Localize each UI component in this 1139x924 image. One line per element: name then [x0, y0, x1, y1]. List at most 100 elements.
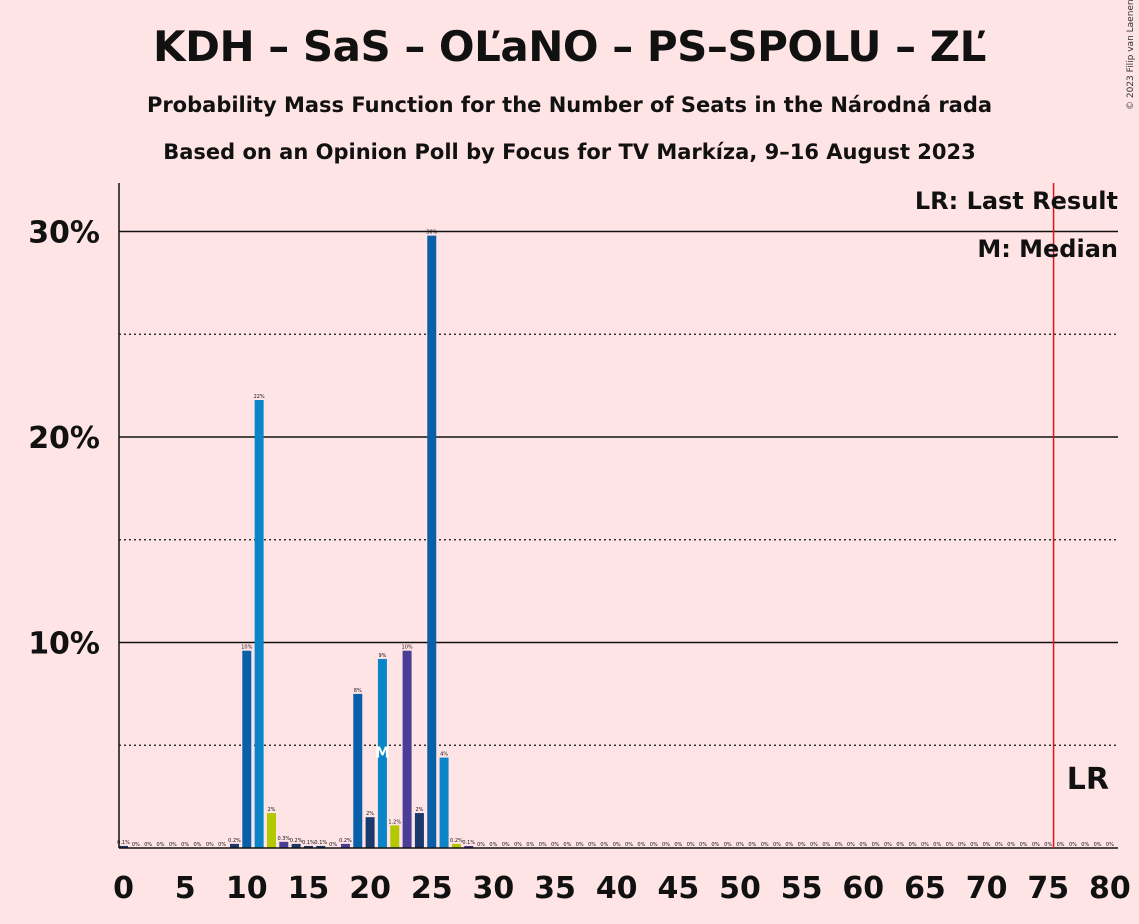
bar-value-label: 2% — [267, 807, 275, 813]
bar-value-label: 0% — [798, 842, 806, 848]
bar — [279, 841, 289, 848]
bar-value-label: 0% — [1020, 842, 1028, 848]
x-tick-label: 20 — [349, 871, 391, 906]
bar-value-label: 2% — [366, 811, 374, 817]
bar-value-label: 0% — [551, 842, 559, 848]
x-tick-label: 50 — [719, 871, 761, 906]
bar-value-label: 10% — [402, 645, 413, 651]
bar-value-label: 0% — [169, 842, 177, 848]
bar — [390, 825, 400, 848]
bar — [451, 843, 461, 848]
bar-value-label: 0% — [921, 842, 929, 848]
bar-value-label: 0.1% — [462, 840, 475, 846]
bar-value-label: 0% — [181, 842, 189, 848]
markers-group: LR M — [375, 183, 1109, 848]
bar-value-label: 0% — [526, 842, 534, 848]
bar-value-label: 8% — [354, 688, 362, 694]
bar-value-label: 0.2% — [339, 838, 352, 844]
bar-value-label: 0% — [687, 842, 695, 848]
bar-value-label: 0% — [859, 842, 867, 848]
bar — [427, 235, 437, 849]
bar-value-label: 0% — [477, 842, 485, 848]
bar-value-label: 0% — [810, 842, 818, 848]
bar-value-label: 0.2% — [450, 838, 463, 844]
bar-value-label: 0% — [1057, 842, 1065, 848]
axes-group — [118, 183, 1118, 849]
bar-value-label: 0% — [218, 842, 226, 848]
bar-value-label: 1.2% — [388, 819, 401, 825]
last-result-marker: LR — [1067, 762, 1109, 797]
bar — [439, 757, 449, 848]
x-tick-label: 65 — [904, 871, 946, 906]
bar-value-label: 0% — [884, 842, 892, 848]
bar-value-label: 10% — [241, 645, 252, 651]
bar — [229, 843, 239, 848]
bar-value-label: 0% — [1069, 842, 1077, 848]
bar-value-label: 0% — [785, 842, 793, 848]
bar-labels-group: 0.1% 0% 0% 0% 0% 0% 0% 0% 0%0.2%10%22%2%0.3% 0.2%… — [117, 230, 1114, 848]
y-tick-label: 20% — [28, 421, 100, 456]
x-tick-label: 75 — [1027, 871, 1069, 906]
bar — [377, 658, 387, 848]
bar-value-label: 0% — [822, 842, 830, 848]
bar-value-label: 0% — [995, 842, 1003, 848]
bar-value-label: 0% — [650, 842, 658, 848]
gridlines — [119, 230, 1118, 746]
x-tick-label: 5 — [175, 871, 196, 906]
bar-value-label: 0% — [835, 842, 843, 848]
bar-value-label: 0% — [132, 842, 140, 848]
bar — [266, 813, 276, 848]
bar-value-label: 0% — [711, 842, 719, 848]
bar-value-label: 0% — [625, 842, 633, 848]
bar-value-label: 2% — [415, 807, 423, 813]
bars-group — [119, 235, 474, 849]
bar — [254, 400, 264, 848]
bar-value-label: 0% — [144, 842, 152, 848]
bar-value-label: 0.3% — [277, 836, 290, 842]
x-tick-label: 30 — [473, 871, 515, 906]
bar-value-label: 0% — [896, 842, 904, 848]
bar-value-label: 0% — [329, 842, 337, 848]
x-tick-label: 80 — [1089, 871, 1131, 906]
bar — [365, 817, 375, 848]
bar-value-label: 0% — [600, 842, 608, 848]
bar — [119, 845, 128, 848]
bar-value-label: 0% — [1094, 842, 1102, 848]
bar-value-label: 0% — [539, 842, 547, 848]
bar-value-label: 0% — [761, 842, 769, 848]
bar-value-label: 0% — [588, 842, 596, 848]
legend-last-result: LR: Last Result — [915, 187, 1118, 215]
bar-value-label: 0.1% — [314, 840, 327, 846]
bar-value-label: 0% — [909, 842, 917, 848]
bar — [402, 650, 412, 848]
bar-value-label: 0% — [983, 842, 991, 848]
bar-value-label: 0.2% — [228, 838, 241, 844]
bar-value-label: 0% — [847, 842, 855, 848]
y-tick-labels: 10% 20% 30% — [28, 216, 100, 662]
bar-value-label: 0% — [1032, 842, 1040, 848]
bar-value-label: 0% — [662, 842, 670, 848]
bar-value-label: 0% — [637, 842, 645, 848]
chart-title: KDH – SaS – OĽaNO – PS–SPOLU – ZĽ — [153, 22, 986, 71]
bar — [464, 845, 474, 848]
x-tick-label: 35 — [534, 871, 576, 906]
bar-value-label: 0% — [699, 842, 707, 848]
bar-value-label: 0.1% — [117, 840, 130, 846]
bar-value-label: 0% — [748, 842, 756, 848]
bar-value-label: 0.2% — [290, 838, 303, 844]
bar-value-label: 9% — [378, 653, 386, 659]
bar-value-label: 30% — [426, 230, 437, 236]
bar-value-label: 0% — [1007, 842, 1015, 848]
x-tick-labels: 0 5 10 15 20 25 30 35 40 45 50 55 60 65 70 75 80 — [113, 871, 1131, 906]
bar-value-label: 0% — [514, 842, 522, 848]
chart-subtitle-source: Based on an Opinion Poll by Focus for TV… — [163, 140, 976, 164]
bar — [414, 813, 424, 848]
bar-value-label: 4% — [440, 752, 448, 758]
bar-value-label: 0% — [563, 842, 571, 848]
bar-value-label: 0% — [613, 842, 621, 848]
x-tick-label: 45 — [657, 871, 699, 906]
bar-value-label: 0% — [1044, 842, 1052, 848]
bar-value-label: 22% — [254, 394, 265, 400]
bar — [353, 693, 363, 848]
